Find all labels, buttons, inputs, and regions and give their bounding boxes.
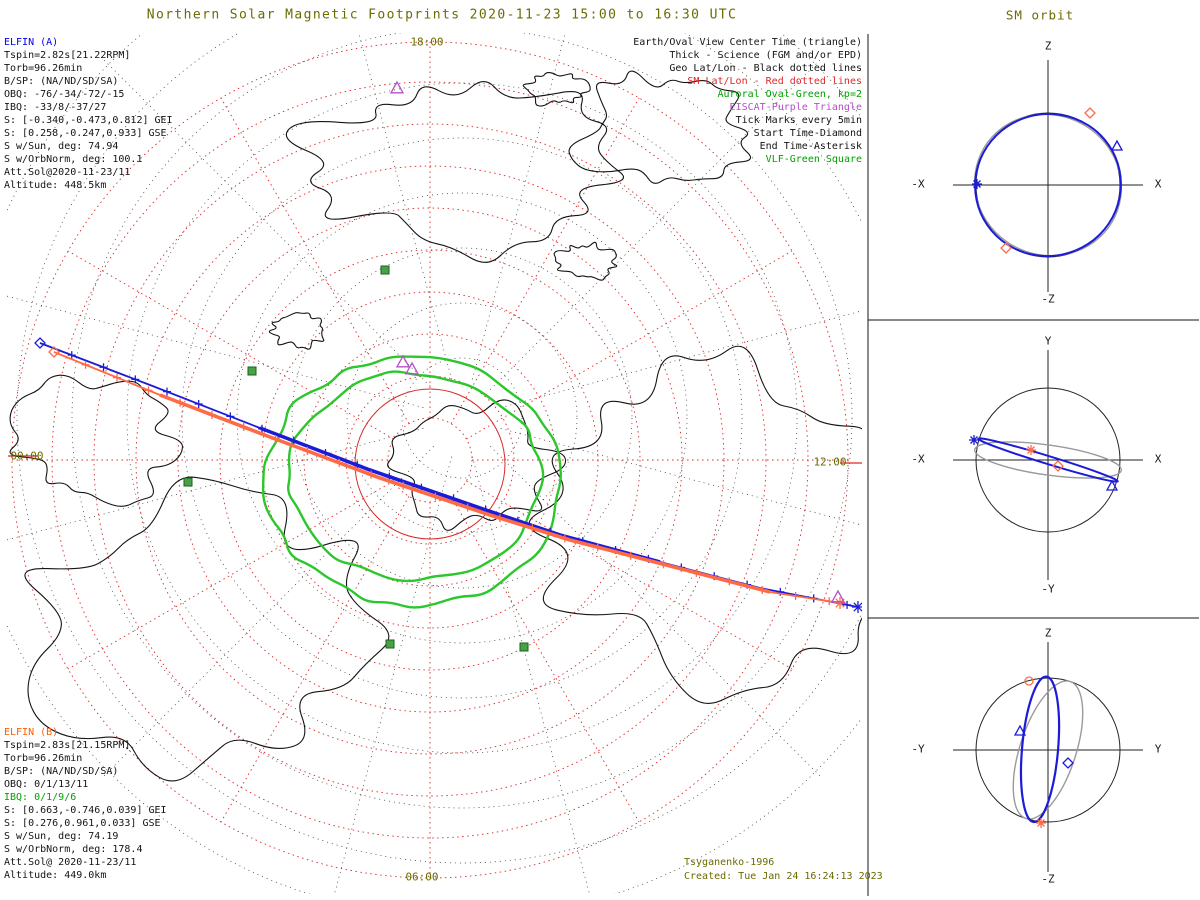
legend-line: End Time-Asterisk — [759, 141, 862, 152]
orbit2-negy-label: -Y — [1041, 582, 1055, 596]
sm-orbit-title: SM orbit — [1005, 7, 1075, 23]
orbit3-y-label: Y — [1154, 742, 1162, 756]
legend-line: Thick - Science (FGM and/or EPD) — [669, 50, 862, 61]
map-tracks — [34, 337, 862, 613]
map-geo-grid — [6, 33, 862, 894]
elfin-b-line: S w/Sun, deg: 74.19 — [4, 831, 119, 842]
elfin-a-line: S w/OrbNorm, deg: 100.1 — [4, 154, 143, 165]
elfin-b-line: Torb=96.26min — [4, 753, 83, 764]
clock-label-18: 18:00 — [410, 35, 444, 49]
clock-label-06: 06:00 — [405, 870, 439, 884]
elfin-a-line: Altitude: 448.5km — [4, 180, 107, 191]
orbit1-x-label: X — [1154, 177, 1162, 191]
legend-line: SM Lat/Lon - Red dotted lines — [687, 76, 862, 87]
model-label: Tsyganenko-1996 — [684, 857, 775, 868]
map-eiscat-triangles — [389, 80, 846, 603]
orbit-panel-2 — [953, 350, 1143, 580]
elfin-a-line: IBQ: -33/8/-37/27 — [4, 102, 107, 113]
orbit3-negy-label: -Y — [911, 742, 925, 756]
elfin-a-line: Att.Sol@2020-11-23/11 — [4, 167, 131, 178]
map-coastlines — [9, 70, 862, 782]
elfin-b-line: Tspin=2.83s[21.15RPM] — [4, 740, 131, 751]
legend-line: Geo Lat/Lon - Black dotted lines — [669, 63, 862, 74]
elfin-b-title: ELFIN (B) — [4, 727, 59, 738]
elfin-a-panel: ELFIN (A) Tspin=2.82s[21.22RPM] Torb=96.… — [4, 36, 173, 192]
elfin-a-line: OBQ: -76/-34/-72/-15 — [4, 89, 125, 100]
elfin-a-line: Torb=96.26min — [4, 63, 83, 74]
legend-line: Earth/Oval View Center Time (triangle) — [633, 37, 862, 48]
legend-line: VLF-Green Square — [765, 154, 862, 165]
elfin-a-line: B/SP: (NA/ND/SD/SA) — [4, 76, 119, 87]
elfin-a-line: S w/Sun, deg: 74.94 — [4, 141, 119, 152]
map-sm-grid — [8, 41, 862, 879]
elfin-a-title: ELFIN (A) — [4, 37, 59, 48]
legend-line: Auroral Oval-Green, kp=2 — [717, 89, 863, 100]
panel-dividers — [867, 34, 1199, 896]
elfin-a-line: S: [-0.340,-0.473,0.812] GEI — [4, 115, 173, 126]
elfin-b-line: OBQ: 0/1/13/11 — [4, 779, 89, 790]
orbit2-y-label: Y — [1044, 334, 1052, 348]
orbit1-negx-label: -X — [911, 177, 925, 191]
orbit1-z-label: Z — [1044, 39, 1052, 53]
clock-label-00: 00:00 — [10, 449, 44, 463]
elfin-b-line: Att.Sol@ 2020-11-23/11 — [4, 857, 137, 868]
elfin-b-line: IBQ: 0/1/9/6 — [4, 792, 77, 803]
legend-line: EISCAT-Purple Triangle — [729, 102, 862, 113]
legend-line: Start Time-Diamond — [753, 128, 862, 139]
elfin-b-panel: ELFIN (B) Tspin=2.83s[21.15RPM] Torb=96.… — [4, 726, 167, 882]
map-legend: Earth/Oval View Center Time (triangle) T… — [633, 36, 862, 166]
elfin-a-line: Tspin=2.82s[21.22RPM] — [4, 50, 131, 61]
orbit3-z-label: Z — [1044, 626, 1052, 640]
clock-label-12: 12:00 — [813, 455, 847, 469]
elfin-b-line: B/SP: (NA/ND/SD/SA) — [4, 766, 119, 777]
orbit2-negx-label: -X — [911, 452, 925, 466]
orbit-panel-3 — [953, 642, 1143, 872]
created-label: Created: Tue Jan 24 16:24:13 2023 — [684, 871, 883, 882]
elfin-b-line: Altitude: 449.0km — [4, 870, 107, 881]
elfin-b-line: S: [0.663,-0.746,0.039] GEI — [4, 805, 167, 816]
legend-line: Tick Marks every 5min — [735, 115, 862, 126]
map-vlf-squares — [183, 265, 529, 652]
page-title: Northern Solar Magnetic Footprints 2020-… — [146, 7, 738, 23]
orbit3-negz-label: -Z — [1041, 872, 1055, 886]
map-auroral-ovals — [261, 355, 562, 609]
orbit1-negz-label: -Z — [1041, 292, 1055, 306]
orbit-panel-1 — [953, 60, 1143, 292]
elfin-b-line: S w/OrbNorm, deg: 178.4 — [4, 844, 143, 855]
elfin-b-line: S: [0.276,0.961,0.033] GSE — [4, 818, 161, 829]
orbit2-x-label: X — [1154, 452, 1162, 466]
elfin-a-line: S: [0.258,-0.247,0.933] GSE — [4, 128, 167, 139]
